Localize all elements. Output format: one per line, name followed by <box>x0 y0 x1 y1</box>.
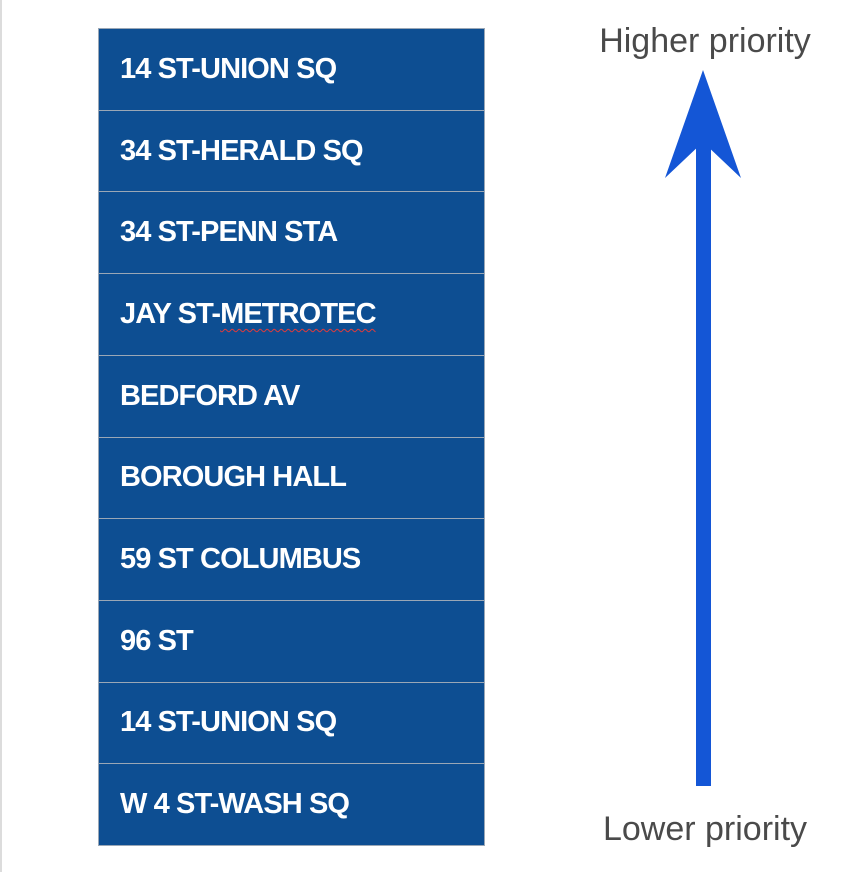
station-label: 14 ST-UNION SQ <box>120 706 337 739</box>
list-item: W 4 ST-WASH SQ <box>99 764 484 845</box>
list-item: 14 ST-UNION SQ <box>99 683 484 765</box>
station-label: 34 ST-HERALD SQ <box>120 134 364 167</box>
list-item: 96 ST <box>99 601 484 683</box>
list-item: BOROUGH HALL <box>99 438 484 520</box>
station-label: 34 ST-PENN STA <box>120 216 338 249</box>
arrow-head <box>665 70 741 178</box>
priority-up-arrow-icon <box>665 70 741 786</box>
station-label: JAY ST- <box>120 297 221 330</box>
station-label: 14 ST-UNION SQ <box>120 52 337 85</box>
list-item: 14 ST-UNION SQ <box>99 29 484 111</box>
arrow-shaft <box>696 140 711 786</box>
station-priority-list: 14 ST-UNION SQ 34 ST-HERALD SQ 34 ST-PEN… <box>98 28 485 846</box>
station-label: 96 ST <box>120 624 194 657</box>
station-label: W 4 ST-WASH SQ <box>120 788 350 821</box>
lower-priority-label: Lower priority <box>602 810 808 848</box>
list-item: BEDFORD AV <box>99 356 484 438</box>
left-edge-rule <box>0 0 2 872</box>
higher-priority-label: Higher priority <box>599 22 811 60</box>
list-item: 34 ST-HERALD SQ <box>99 111 484 193</box>
list-item: 34 ST-PENN STA <box>99 192 484 275</box>
station-label: 59 ST COLUMBUS <box>120 543 361 576</box>
station-label: BOROUGH HALL <box>120 461 347 494</box>
list-item: 59 ST COLUMBUS <box>99 519 484 601</box>
station-label: BEDFORD AV <box>120 379 300 412</box>
list-item: JAY ST- METROTEC <box>99 274 484 356</box>
spellcheck-flagged-word[interactable]: METROTEC <box>220 297 376 330</box>
